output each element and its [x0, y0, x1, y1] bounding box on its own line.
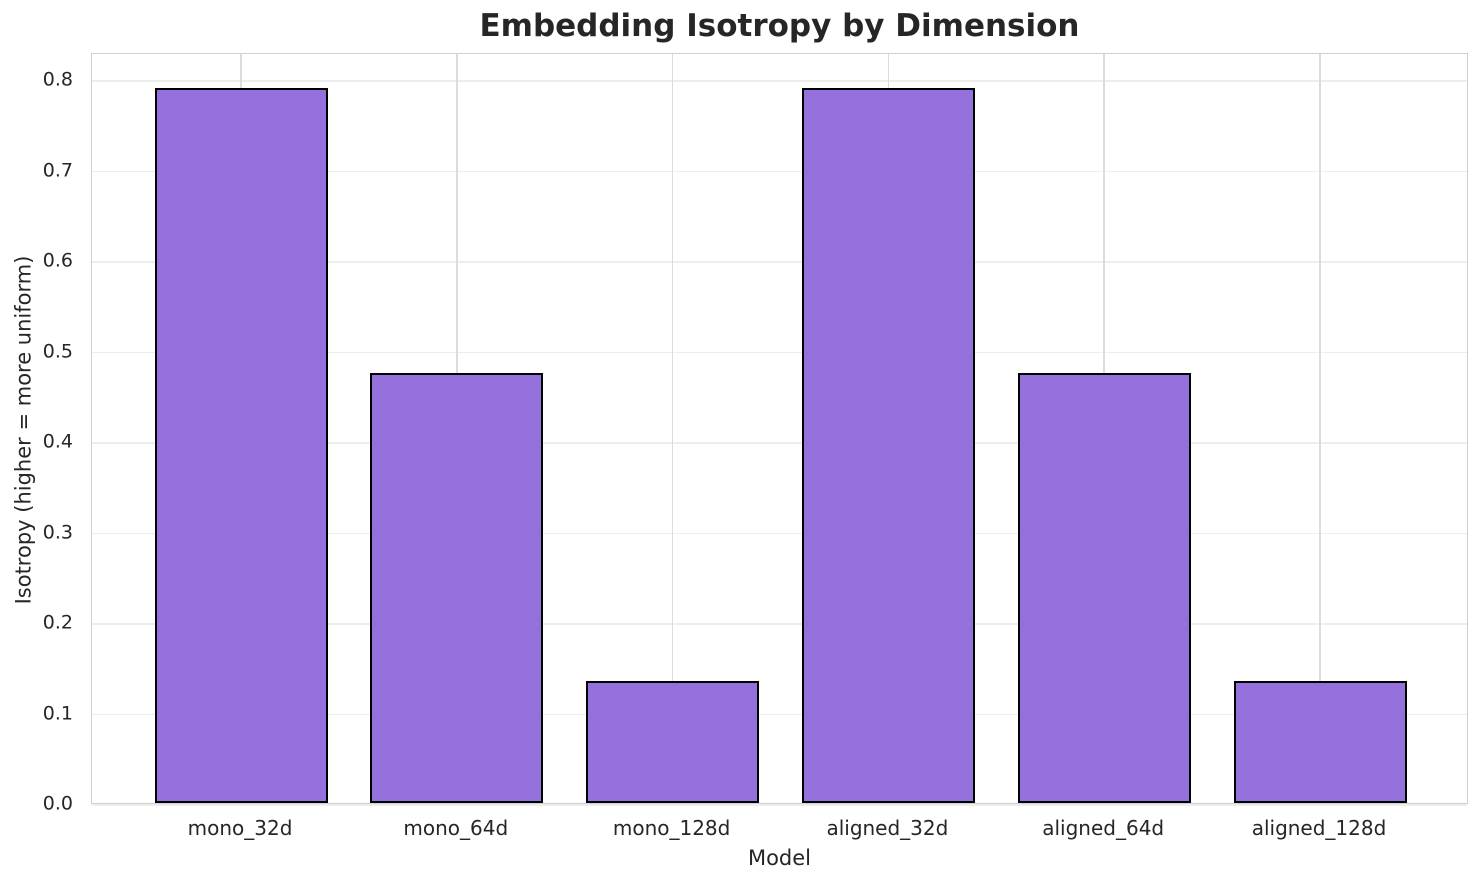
x-tick-label: mono_128d [612, 816, 731, 840]
v-gridline [1319, 54, 1321, 803]
v-gridline [671, 54, 674, 803]
x-tick-label: aligned_32d [826, 816, 949, 840]
y-tick-label: 0.3 [42, 521, 73, 544]
h-gridline [92, 351, 1467, 354]
bar-mono_64d [370, 373, 544, 803]
bar-mono_32d [154, 88, 328, 803]
h-gridline [92, 261, 1467, 263]
x-tick-label: aligned_128d [1251, 816, 1387, 840]
h-gridline [92, 713, 1467, 716]
h-gridline [92, 804, 1467, 806]
bar-aligned_32d [801, 88, 975, 803]
y-tick-label: 0.4 [42, 430, 73, 453]
h-gridline [92, 80, 1467, 82]
h-gridline [92, 170, 1467, 173]
h-gridline [92, 532, 1467, 535]
x-tick-label: mono_32d [187, 816, 293, 840]
bar-aligned_128d [1233, 680, 1407, 803]
x-axis-label: Model [747, 846, 812, 870]
y-tick-label: 0.1 [42, 702, 73, 725]
y-tick-label: 0.6 [42, 249, 73, 272]
y-tick-label: 0.2 [42, 611, 73, 634]
bar-aligned_64d [1017, 373, 1191, 803]
y-tick-label: 0.0 [42, 792, 73, 815]
h-gridline [92, 623, 1467, 625]
bar-mono_128d [586, 680, 760, 803]
x-tick-label: aligned_64d [1042, 816, 1165, 840]
y-tick-label: 0.7 [42, 159, 73, 182]
chart-title: Embedding Isotropy by Dimension [479, 8, 1080, 44]
y-tick-label: 0.5 [42, 340, 73, 363]
y-axis-label: Isotropy (higher = more uniform) [11, 255, 36, 605]
plot-area [91, 53, 1468, 806]
x-tick-label: mono_64d [403, 816, 509, 840]
h-gridline [92, 442, 1467, 444]
y-tick-label: 0.8 [42, 68, 73, 91]
